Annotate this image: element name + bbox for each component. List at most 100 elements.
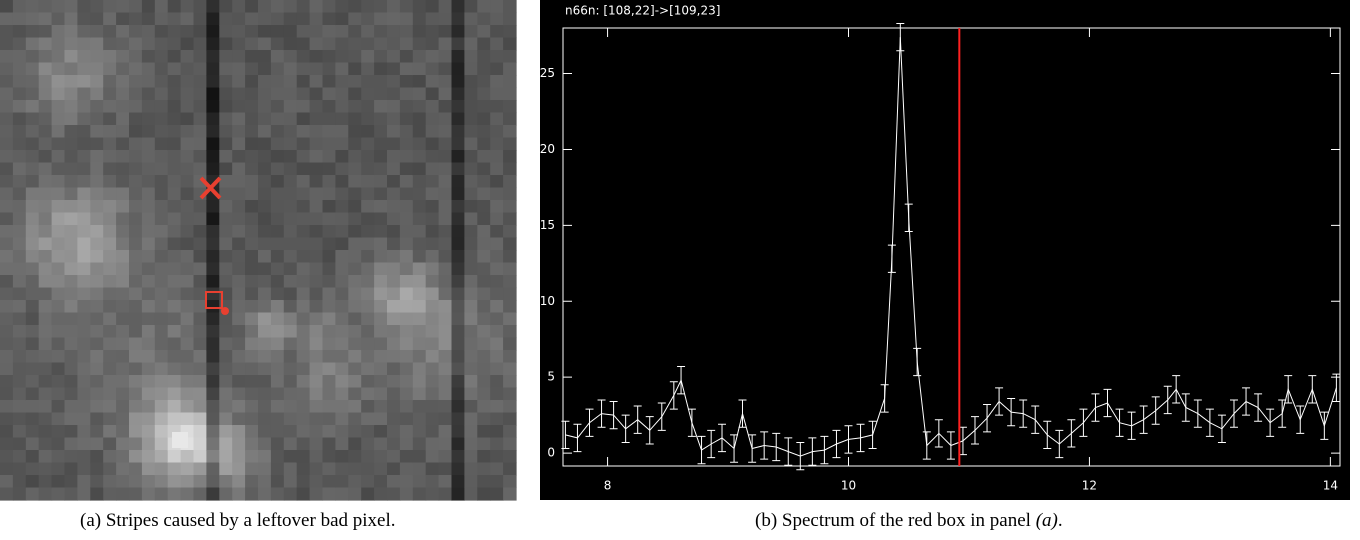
error-bar: [1278, 399, 1287, 428]
pixel: [503, 487, 517, 501]
pixel: [129, 362, 143, 376]
pixel: [374, 450, 388, 464]
pixel: [425, 87, 440, 101]
pixel: [25, 312, 40, 326]
pixel: [219, 312, 233, 326]
pixel: [12, 325, 27, 339]
pixel: [232, 187, 246, 201]
pixel: [412, 187, 427, 201]
pixel: [399, 212, 414, 226]
pixel: [154, 325, 169, 339]
error-bar: [1193, 399, 1202, 428]
pixel: [180, 350, 195, 364]
pixel: [0, 312, 14, 326]
pixel: [245, 250, 259, 264]
pixel: [193, 362, 207, 376]
pixel: [219, 375, 233, 389]
error-bar: [808, 437, 817, 466]
pixel: [322, 425, 336, 439]
pixel: [503, 75, 517, 89]
pixel: [412, 50, 427, 64]
pixel: [51, 412, 66, 426]
pixel: [412, 337, 427, 351]
pixel: [399, 75, 414, 89]
caption-b: (b) Spectrum of the red box in panel (a)…: [755, 510, 1063, 532]
caption-ref: (a): [1035, 510, 1058, 531]
pixel: [103, 400, 117, 414]
pixel: [374, 0, 388, 14]
error-bar: [904, 203, 913, 232]
pixel: [129, 237, 143, 251]
pixel: [451, 212, 465, 226]
pixel: [38, 225, 53, 239]
pixel: [503, 162, 517, 176]
plot-title: n66n: [108,22]->[109,23]: [565, 4, 720, 18]
pixel: [206, 225, 220, 239]
pixel: [451, 250, 465, 264]
pixel: [490, 125, 504, 139]
pixel: [51, 312, 66, 326]
pixel: [206, 437, 220, 451]
pixel: [309, 337, 324, 351]
pixel: [219, 262, 233, 276]
pixel: [258, 450, 272, 464]
pixel: [361, 475, 375, 489]
pixel: [296, 200, 311, 214]
pixel: [490, 175, 504, 189]
pixel: [180, 125, 195, 139]
pixel: [374, 62, 388, 76]
pixel: [464, 300, 478, 314]
pixel: [12, 362, 27, 376]
pixel: [451, 325, 465, 339]
pixel: [464, 487, 478, 501]
pixel: [103, 300, 117, 314]
pixel: [296, 12, 311, 26]
pixel: [322, 375, 336, 389]
pixel: [51, 175, 66, 189]
pixel: [103, 287, 117, 301]
pixel: [387, 462, 401, 476]
pixel: [245, 100, 259, 114]
pixel: [309, 112, 324, 126]
pixel: [309, 450, 324, 464]
pixel: [464, 450, 478, 464]
error-bar: [657, 402, 666, 431]
pixel: [0, 87, 14, 101]
pixel: [464, 462, 478, 476]
pixel: [322, 162, 336, 176]
pixel: [219, 12, 233, 26]
pixel: [477, 450, 491, 464]
pixel: [309, 262, 324, 276]
pixel: [412, 250, 427, 264]
pixel: [193, 325, 207, 339]
pixel: [64, 50, 78, 64]
pixel: [245, 400, 259, 414]
pixel: [399, 300, 414, 314]
pixel: [438, 137, 453, 151]
pixel: [180, 475, 195, 489]
pixel: [12, 387, 27, 401]
pixel: [451, 87, 465, 101]
pixel: [206, 287, 220, 301]
pixel: [477, 100, 491, 114]
pixel: [77, 425, 91, 439]
pixel: [0, 125, 14, 139]
pixel: [490, 425, 504, 439]
pixel: [361, 150, 375, 164]
pixel: [477, 12, 491, 26]
pixel: [270, 300, 285, 314]
pixel: [12, 75, 27, 89]
pixel: [425, 300, 440, 314]
pixel: [51, 250, 66, 264]
pixel: [64, 387, 78, 401]
pixel: [245, 62, 259, 76]
pixel: [490, 237, 504, 251]
pixel: [258, 100, 272, 114]
pixel: [219, 462, 233, 476]
pixel: [129, 487, 143, 501]
pixel: [77, 62, 91, 76]
pixel: [38, 412, 53, 426]
pixel: [451, 187, 465, 201]
pixel: [193, 287, 207, 301]
pixel: [309, 400, 324, 414]
